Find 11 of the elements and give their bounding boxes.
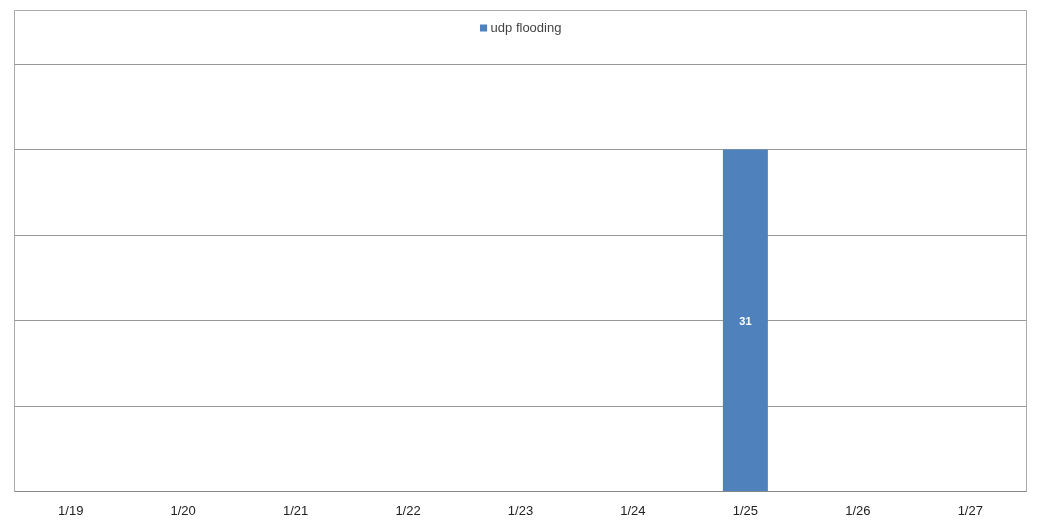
x-tick-label: 1/23: [507, 502, 534, 518]
x-tick-label: 1/27: [957, 502, 983, 518]
x-tick-label: 1/24: [620, 502, 646, 518]
x-tick-label: 1/26: [845, 502, 871, 518]
x-tick-label: 1/25: [732, 502, 759, 518]
x-tick-label: 1/19: [58, 502, 84, 518]
x-tick-label: 1/21: [282, 502, 309, 518]
x-tick-label: 1/20: [170, 502, 196, 518]
data-label: 31: [739, 314, 752, 327]
legend-label: udp flooding: [490, 20, 562, 35]
x-tick-label: 1/22: [395, 502, 421, 518]
